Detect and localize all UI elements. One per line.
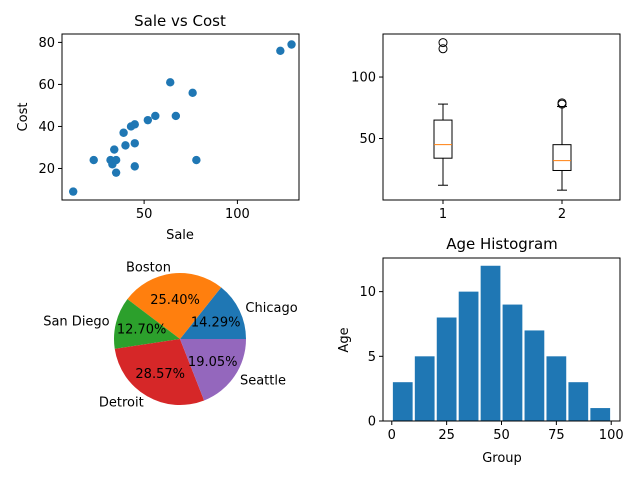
scatter-point [192, 155, 201, 165]
pie-slices [114, 272, 246, 406]
pie-slice-label: Seattle [240, 373, 286, 388]
pie-slice-label: Boston [126, 260, 171, 275]
pie-slice-percent: 25.40% [150, 293, 200, 308]
histogram-y-tick-label: 10 [359, 285, 376, 300]
boxplot-box [433, 119, 453, 159]
pie-labels: Chicago 14.29% Boston 25.40% San Diego 12.70%… [43, 260, 297, 410]
histogram-bar [590, 408, 611, 421]
scatter-points [68, 40, 296, 196]
scatter-y-tick-label: 40 [38, 120, 55, 135]
boxplot-boxes [433, 38, 572, 191]
scatter-point [143, 115, 153, 125]
boxplot-axes-frame [382, 33, 621, 201]
histogram-y-ticks: 0 5 10 [359, 285, 383, 430]
histogram-title: Age Histogram [446, 235, 558, 253]
scatter-panel: Sale vs Cost 50 100 20 40 60 80 Sale Cost [16, 12, 300, 243]
pie-slice-percent: 12.70% [117, 323, 167, 338]
boxplot-x-tick-label: 1 [439, 207, 447, 222]
histogram-y-tick-label: 0 [368, 415, 376, 430]
boxplot-y-tick-label: 50 [359, 132, 376, 147]
scatter-point [110, 145, 119, 154]
boxplot-outlier [557, 98, 567, 108]
histogram-bars [392, 265, 611, 421]
pie-slice [180, 287, 246, 339]
boxplot-box [552, 144, 572, 171]
scatter-point [68, 187, 78, 196]
scatter-point [121, 141, 130, 150]
scatter-point [130, 120, 139, 129]
scatter-point [166, 78, 175, 87]
histogram-y-label: Age [337, 327, 352, 352]
pie-slice-percent: 19.05% [188, 355, 238, 370]
histogram-bar [546, 356, 567, 421]
histogram-bar [392, 382, 413, 421]
boxplot-outlier [438, 44, 448, 54]
boxplot-x-tick-label: 2 [558, 207, 566, 222]
pie-slice [180, 339, 246, 401]
scatter-point [130, 162, 139, 171]
histogram-x-tick-label: 100 [599, 428, 624, 443]
scatter-point [119, 128, 128, 137]
scatter-y-tick-label: 60 [38, 78, 55, 93]
pie-slice [114, 339, 205, 406]
scatter-point [130, 139, 139, 148]
histogram-x-ticks: 0 25 50 75 100 [388, 421, 624, 443]
histogram-x-label: Group [482, 451, 522, 466]
boxplot-outlier [438, 38, 448, 48]
pie-slice [127, 272, 222, 339]
pie-slice-percent: 28.57% [135, 367, 185, 382]
pie-panel: Chicago 14.29% Boston 25.40% San Diego 12.70%… [43, 260, 297, 410]
scatter-x-tick-label: 100 [225, 207, 250, 222]
scatter-y-tick-label: 80 [38, 36, 55, 51]
pie-slice-label: Chicago [245, 301, 297, 316]
boxplot-box-group [552, 98, 572, 191]
histogram-x-tick-label: 0 [388, 428, 396, 443]
histogram-bar [502, 304, 523, 421]
histogram-x-tick-label: 75 [548, 428, 565, 443]
scatter-point [171, 111, 181, 121]
histogram-bar [524, 330, 545, 421]
histogram-y-tick-label: 5 [368, 350, 376, 365]
pie-slice [114, 299, 180, 349]
scatter-point [188, 88, 197, 98]
histogram-bar [458, 291, 479, 421]
histogram-bar [414, 356, 435, 421]
histogram-bar [480, 265, 501, 421]
histogram-x-tick-label: 50 [493, 428, 510, 443]
scatter-y-tick-label: 20 [38, 162, 55, 177]
histogram-bar [568, 382, 589, 421]
boxplot-y-ticks: 50 100 [351, 71, 383, 147]
boxplot-y-tick-label: 100 [351, 71, 376, 86]
scatter-point [89, 155, 98, 165]
boxplot-box-group [433, 38, 453, 186]
scatter-point [111, 155, 121, 165]
pie-slice-percent: 14.29% [191, 315, 241, 330]
pie-slice-label: Detroit [99, 395, 144, 410]
scatter-title: Sale vs Cost [134, 12, 226, 30]
histogram-bar [436, 317, 457, 421]
histogram-panel: Age Histogram 0 25 50 75 100 0 5 10 Group Age [337, 235, 624, 466]
scatter-y-ticks: 20 40 60 80 [38, 36, 62, 177]
pie-slice-label: San Diego [43, 315, 109, 330]
scatter-point [151, 111, 160, 121]
scatter-y-label: Cost [16, 103, 31, 132]
scatter-x-label: Sale [166, 228, 194, 243]
histogram-x-tick-label: 25 [438, 428, 455, 443]
scatter-x-ticks: 50 100 [136, 200, 250, 222]
scatter-point [111, 168, 121, 177]
scatter-x-tick-label: 50 [136, 207, 153, 222]
scatter-point [276, 46, 285, 56]
scatter-point [287, 40, 296, 49]
scatter-axes-frame [61, 33, 300, 201]
